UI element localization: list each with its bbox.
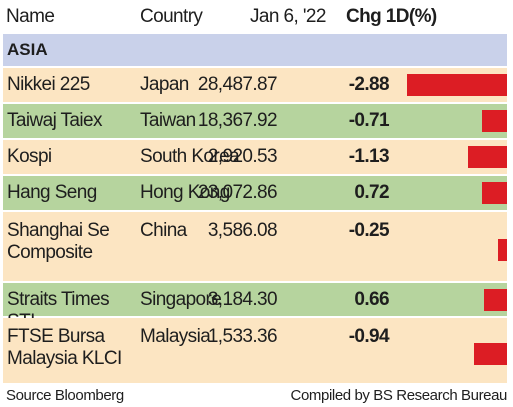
footer: Source Bloomberg Compiled by BS Research… (0, 385, 513, 407)
table-row: Taiwaj Taiex Taiwan 18,367.92 -0.71 (3, 104, 507, 138)
row-value: 2,920.53 (207, 146, 278, 167)
row-country: Singapore (140, 289, 222, 310)
row-value: 28,487.87 (197, 74, 278, 95)
row-country: Malaysia (140, 326, 211, 347)
compiled-note: Compiled by BS Research Bureau (290, 387, 508, 404)
table-row: Straits Times STISingapore3,184.300.66 (3, 283, 507, 332)
row-change: 0.72 (354, 182, 389, 203)
table-row: FTSE Bursa Malaysia KLCI Malaysia 1,533.36… (3, 318, 507, 383)
header-date: Jan 6, '22 (250, 6, 326, 27)
row-value: 23,072.86 (197, 182, 278, 203)
row-value: 18,367.92 (197, 110, 278, 131)
row-country: China (140, 220, 187, 241)
table-row: Hang Seng Hong Kong 23,072.86 0.72 (3, 176, 507, 210)
change-bar (484, 289, 507, 311)
change-bar (482, 182, 507, 204)
row-change: -2.88 (348, 74, 390, 95)
header-change: Chg 1D(%) (346, 6, 437, 27)
table-header: Name Country Jan 6, '22 Chg 1D(%) (0, 0, 513, 34)
row-name: Hang Seng (7, 182, 97, 203)
row-value: 3,184.30 (207, 289, 278, 310)
row-change: -0.25 (348, 220, 390, 241)
change-bar (498, 239, 507, 261)
row-country: Hong Kong (140, 182, 230, 203)
row-value: 3,586.08 (207, 220, 278, 241)
source-note: Source Bloomberg (6, 387, 124, 404)
row-name: Taiwaj Taiex (7, 110, 102, 131)
row-country: Japan (140, 74, 189, 95)
row-name: FTSE Bursa Malaysia KLCI (7, 326, 122, 369)
change-bar (468, 146, 507, 168)
table-row: Nikkei 225 Japan 28,487.87 -2.88 (3, 68, 507, 102)
row-change: 0.66 (354, 289, 389, 310)
table-row: Kospi South Korea 2,920.53 -1.13 (3, 140, 507, 174)
change-bar (482, 110, 507, 132)
row-name: Kospi (7, 146, 52, 167)
section-label: ASIA (7, 40, 48, 59)
row-country: Taiwan (140, 110, 196, 131)
change-bar (474, 343, 507, 365)
header-name: Name (6, 6, 55, 27)
row-name: Nikkei 225 (7, 74, 90, 95)
change-bar (407, 74, 507, 96)
header-country: Country (140, 6, 203, 27)
row-change: -0.71 (348, 110, 390, 131)
row-value: 1,533.36 (207, 326, 278, 347)
row-change: -1.13 (348, 146, 390, 167)
row-country: South Korea (140, 146, 240, 167)
section-asia: ASIA (3, 34, 507, 66)
row-name: Shanghai Se Composite (7, 220, 110, 263)
row-change: -0.94 (348, 326, 390, 347)
table-row: Shanghai Se Composite China 3,586.08 -0.25 (3, 212, 507, 281)
